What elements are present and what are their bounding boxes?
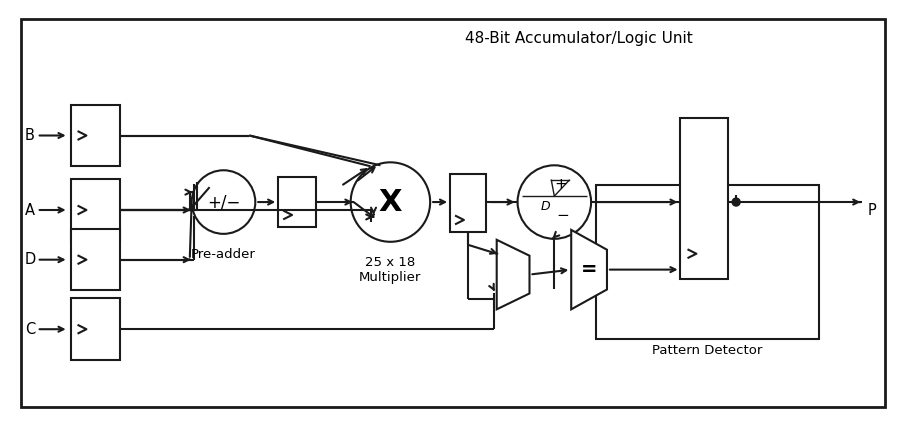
Bar: [71, 229, 120, 290]
Text: Pre-adder: Pre-adder: [191, 248, 256, 261]
Text: =: =: [581, 260, 597, 279]
Bar: [71, 298, 120, 360]
Text: 25 x 18
Multiplier: 25 x 18 Multiplier: [359, 256, 422, 284]
Bar: [71, 179, 120, 241]
Bar: [596, 185, 819, 339]
Text: −: −: [556, 208, 568, 224]
Text: +: +: [554, 177, 567, 192]
Circle shape: [192, 170, 255, 234]
Text: B: B: [24, 128, 34, 143]
Polygon shape: [571, 230, 607, 309]
Bar: [278, 177, 316, 227]
Text: X: X: [378, 187, 402, 216]
Text: P: P: [867, 203, 876, 217]
Bar: [681, 118, 729, 279]
Text: Pattern Detector: Pattern Detector: [653, 344, 763, 357]
Bar: [71, 105, 120, 166]
Text: D: D: [24, 252, 36, 267]
Text: C: C: [24, 322, 35, 337]
Polygon shape: [497, 240, 529, 309]
Circle shape: [350, 162, 430, 242]
Text: 48-Bit Accumulator/Logic Unit: 48-Bit Accumulator/Logic Unit: [465, 31, 692, 46]
Bar: [450, 174, 486, 232]
Circle shape: [518, 165, 591, 239]
Circle shape: [732, 198, 740, 206]
Text: A: A: [24, 203, 34, 217]
Text: D: D: [540, 200, 550, 213]
Text: +/−: +/−: [207, 193, 240, 211]
